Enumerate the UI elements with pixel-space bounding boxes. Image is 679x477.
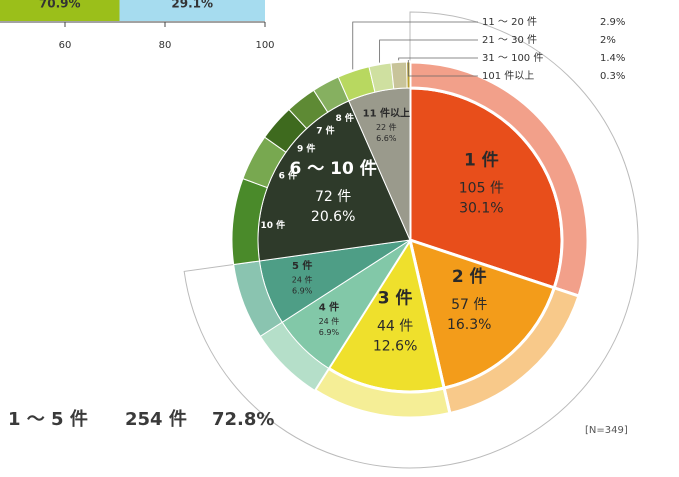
ring-value-label: 2.9% [600,17,625,28]
leader-line [398,57,478,61]
slice-value-label: 12.6% [373,339,417,355]
ring-category-label: 21 ～ 30 件 [482,34,537,46]
ring-category-label: 8 件 [335,112,353,124]
bar-value-label: 70.9% [39,0,81,11]
slice-value-label: 30.1% [459,200,503,216]
ring-category-label: 7 件 [316,124,334,136]
bar-segment [119,0,265,21]
slice-category-label: 2 件 [452,266,487,287]
bar-chart: 70.9% 29.1% 60 80 100 [0,0,275,51]
ring-value-label: 2% [600,35,616,46]
x-tick-label: 60 [59,40,72,51]
slice-category-label: 5 件 [292,259,312,272]
ring-category-label: 9 件 [297,143,315,155]
slice-category-label: 6 ～ 10 件 [290,158,377,179]
slice-value-label: 6.6% [376,134,397,143]
pie-chart: 1 件 105 件 30.1% 2 件 57 件 16.3% 3 件 44 件 12.6% 4 件… [8,11,639,469]
group-outline [183,11,639,469]
leader-line [352,21,478,70]
bar-value-label: 29.1% [171,0,213,11]
slice-category-label: 3 件 [378,288,413,309]
group-label: 1 ～ 5 件 [8,408,88,430]
slice-count-label: 72 件 [315,189,351,205]
ring-category-label: 31 ～ 100 件 [482,52,543,64]
ring-category-label: 10 件 [260,219,285,231]
slice-value-label: 6.9% [292,286,313,295]
leader-line [379,39,478,63]
ring-value-label: 0.3% [600,71,625,82]
ring-segment [390,61,408,90]
ring-category-label: 11 ～ 20 件 [482,16,537,28]
ring-category-label: 101 件以上 [482,70,534,82]
slice-count-label: 22 件 [376,122,397,132]
leader-line [407,60,478,77]
slice-count-label: 105 件 [459,180,504,196]
bar-segment [0,0,120,21]
slice-category-label: 4 件 [319,301,339,314]
slice-category-label: 11 件以上 [363,106,410,119]
ring-value-label: 1.4% [600,53,625,64]
x-tick-label: 100 [255,40,274,51]
slice-category-label: 1 件 [464,149,499,170]
group-value-label: 72.8% [212,409,274,430]
ring-category-label: 6 件 [279,169,297,181]
group-count-label: 254 件 [125,408,187,430]
x-tick-label: 80 [159,40,172,51]
slice-count-label: 44 件 [377,319,413,335]
slice-count-label: 24 件 [292,274,313,284]
slice-value-label: 16.3% [447,317,491,333]
slice-count-label: 24 件 [319,316,340,326]
note: [N=349] [585,425,628,436]
slice-value-label: 6.9% [319,328,340,337]
slice-count-label: 57 件 [451,297,487,313]
slice-value-label: 20.6% [311,209,355,225]
